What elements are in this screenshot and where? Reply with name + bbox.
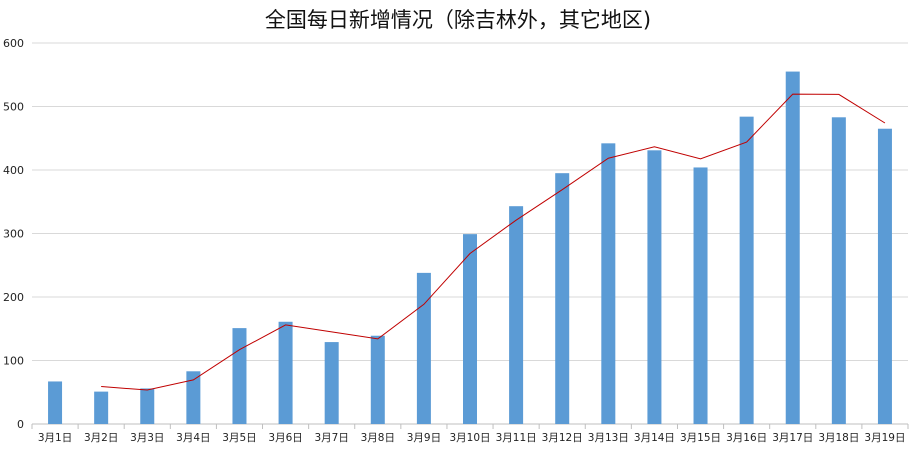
- bar: [370, 335, 385, 424]
- x-tick-label: 3月16日: [726, 432, 767, 444]
- x-tick-label: 3月13日: [588, 432, 629, 444]
- chart-title: 全国每日新增情况（除吉林外，其它地区): [264, 8, 652, 32]
- bar: [739, 116, 754, 424]
- x-tick-label: 3月12日: [542, 432, 583, 444]
- bar: [509, 206, 524, 424]
- bar: [232, 328, 247, 424]
- x-tick-label: 3月5日: [222, 432, 256, 444]
- y-tick-label: 300: [3, 228, 24, 241]
- x-tick-label: 3月9日: [407, 432, 441, 444]
- bar: [693, 167, 708, 424]
- x-tick-label: 3月7日: [314, 432, 348, 444]
- bar: [186, 371, 201, 424]
- bar: [94, 391, 109, 424]
- bar: [463, 234, 477, 424]
- x-tick-label: 3月17日: [772, 432, 813, 444]
- bar: [831, 117, 846, 425]
- bar: [647, 150, 662, 424]
- y-tick-label: 400: [3, 164, 24, 177]
- bar: [877, 128, 892, 424]
- y-tick-label: 0: [17, 418, 24, 431]
- x-tick-label: 3月19日: [864, 432, 905, 444]
- x-tick-label: 3月6日: [268, 432, 302, 444]
- bar: [140, 388, 155, 424]
- bar: [555, 173, 570, 424]
- x-tick-label: 3月3日: [130, 432, 164, 444]
- bar: [324, 342, 339, 424]
- y-tick-label: 200: [3, 291, 24, 304]
- x-tick-label: 3月14日: [634, 432, 675, 444]
- y-tick-label: 500: [3, 101, 24, 114]
- x-tick-label: 3月18日: [818, 432, 859, 444]
- x-tick-label: 3月10日: [449, 432, 490, 444]
- x-tick-label: 3月11日: [496, 432, 537, 444]
- x-tick-label: 3月15日: [680, 432, 721, 444]
- trend-line: [101, 93, 886, 391]
- bar: [601, 143, 616, 424]
- x-tick-label: 3月1日: [38, 432, 72, 444]
- x-tick-label: 3月2日: [84, 432, 118, 444]
- bar: [278, 321, 293, 424]
- y-tick-label: 600: [3, 37, 24, 50]
- bar: [416, 272, 431, 424]
- bar: [785, 71, 800, 424]
- x-tick-label: 3月8日: [361, 432, 395, 444]
- y-tick-label: 100: [3, 355, 24, 368]
- bar: [48, 381, 63, 424]
- x-tick-label: 3月4日: [176, 432, 210, 444]
